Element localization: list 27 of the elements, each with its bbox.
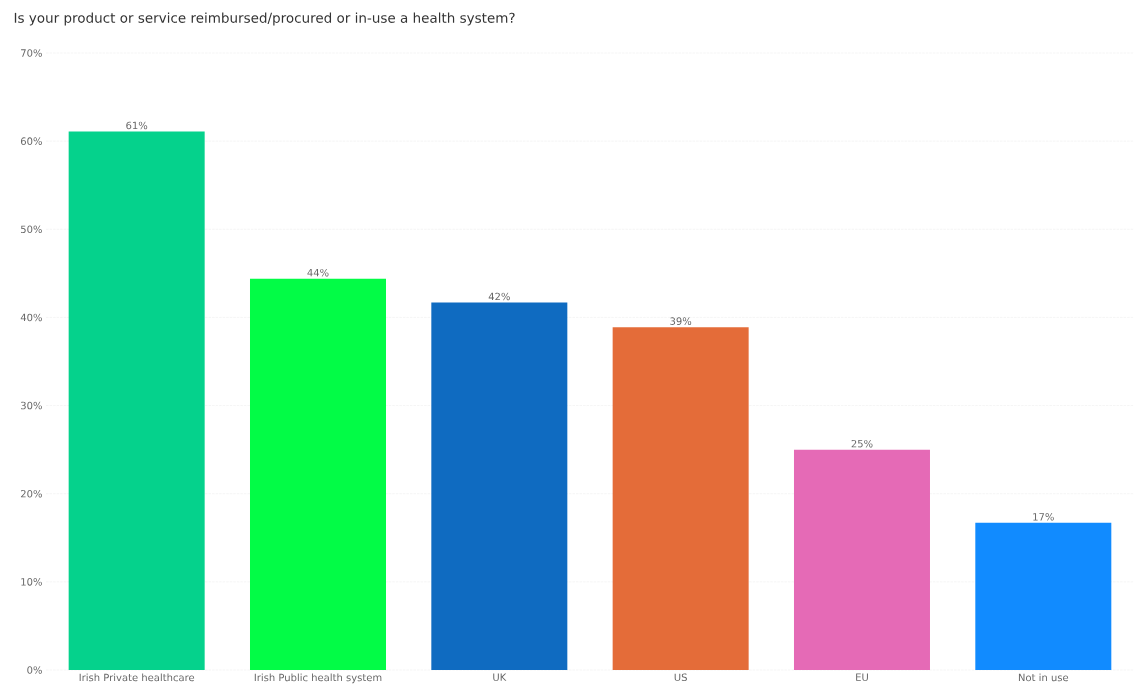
chart-title: Is your product or service reimbursed/procured or in-use a health system? [14, 12, 515, 26]
y-tick-label: 50% [21, 225, 42, 234]
data-label: 39% [670, 317, 692, 325]
data-label: 17% [1033, 513, 1054, 521]
data-label: 44% [307, 268, 329, 277]
y-tick-label: 10% [21, 578, 42, 586]
data-label: 25% [851, 439, 873, 448]
y-tick-label: 20% [20, 489, 42, 498]
x-tick-label: Irish Private healthcare [79, 673, 195, 682]
x-tick-label: UK [493, 673, 507, 681]
data-label: 42% [488, 292, 510, 301]
y-tick-label: 70% [21, 49, 42, 57]
bar [68, 131, 205, 670]
bar [975, 522, 1112, 670]
x-tick-label: Not in use [1018, 673, 1069, 682]
bar [249, 278, 386, 670]
y-tick-label: 0% [27, 666, 42, 674]
x-tick-label: EU [856, 673, 868, 681]
y-tick-label: 30% [21, 401, 42, 410]
bar [793, 449, 930, 670]
y-tick-label: 60% [20, 137, 42, 145]
x-tick-label: Irish Public health system [254, 673, 382, 684]
bar [612, 327, 749, 670]
x-tick-label: US [674, 673, 687, 682]
data-label: 61% [126, 121, 148, 130]
y-tick-label: 40% [20, 313, 42, 322]
bar [431, 302, 568, 670]
